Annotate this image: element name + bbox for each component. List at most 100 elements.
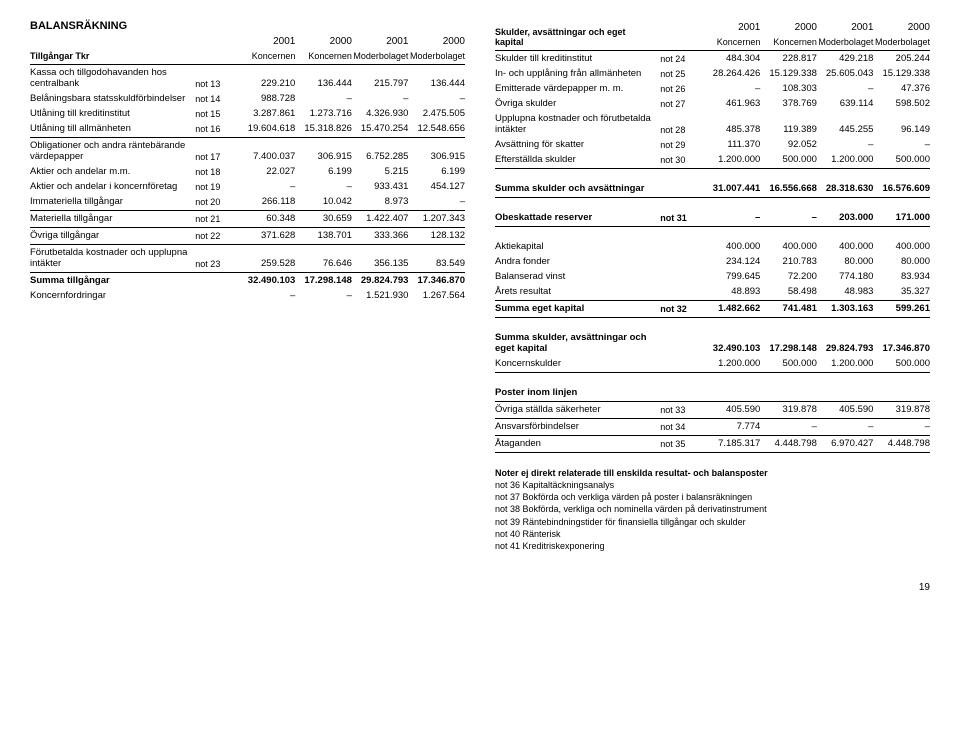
liabilities-table: Skulder, avsättningar och eget kapital 20… xyxy=(495,20,930,453)
row-value: 111.370 xyxy=(704,137,761,152)
col-scope: Moderbolaget xyxy=(817,35,874,49)
row-value: – xyxy=(817,81,874,96)
row-value: 4.326.930 xyxy=(352,106,409,121)
row-value: 48.983 xyxy=(817,284,874,299)
row-label: Aktiekapital xyxy=(495,239,660,254)
row-value: 6.970.427 xyxy=(817,436,874,452)
row-label: Avsättning för skatter xyxy=(495,137,660,152)
row-value: 7.774 xyxy=(704,419,761,435)
row-note: not 25 xyxy=(660,66,704,81)
section-subtitle: Tillgångar Tkr xyxy=(30,34,195,63)
row-value: 15.129.338 xyxy=(873,66,930,81)
row-label: Övriga ställda säkerheter xyxy=(495,402,660,418)
row-value: 108.303 xyxy=(760,81,817,96)
notes-line: not 36 Kapitaltäckningsanalys xyxy=(495,479,930,491)
row-label: Övriga skulder xyxy=(495,96,660,111)
row-value: 306.915 xyxy=(408,138,465,165)
row-value: 17.346.870 xyxy=(873,330,930,356)
section-subtitle: Skulder, avsättningar och eget kapital xyxy=(495,20,660,49)
row-label: Upplupna kostnader och förutbetalda intä… xyxy=(495,111,660,137)
row-value: 58.498 xyxy=(760,284,817,299)
row-label: Immateriella tillgångar xyxy=(30,194,195,209)
col-scope: Koncernen xyxy=(295,49,352,63)
row-note: not 29 xyxy=(660,137,704,152)
row-value: 1.200.000 xyxy=(817,356,874,371)
row-value: 15.470.254 xyxy=(352,121,409,136)
row-value: 484.304 xyxy=(704,51,761,67)
row-note: not 14 xyxy=(195,91,239,106)
row-note xyxy=(660,181,704,196)
row-value: 378.769 xyxy=(760,96,817,111)
row-value: – xyxy=(760,210,817,225)
row-value: 16.576.609 xyxy=(873,181,930,196)
row-value: 203.000 xyxy=(817,210,874,225)
row-value: 210.783 xyxy=(760,254,817,269)
row-value: 400.000 xyxy=(704,239,761,254)
notes-line: not 37 Bokförda och verkliga värden på p… xyxy=(495,491,930,503)
row-label: Aktier och andelar m.m. xyxy=(30,164,195,179)
row-value: 500.000 xyxy=(760,356,817,371)
row-note: not 35 xyxy=(660,436,704,452)
row-value: 8.973 xyxy=(352,194,409,209)
row-note xyxy=(660,269,704,284)
row-note xyxy=(660,239,704,254)
row-value: 599.261 xyxy=(873,301,930,317)
row-value: 1.303.163 xyxy=(817,301,874,317)
row-value: 356.135 xyxy=(352,245,409,272)
row-value: 96.149 xyxy=(873,111,930,137)
row-value: 7.185.317 xyxy=(704,436,761,452)
col-year: 2000 xyxy=(408,34,465,49)
notes-line: not 40 Ränterisk xyxy=(495,528,930,540)
row-value: 30.659 xyxy=(295,211,352,227)
row-value: 31.007.441 xyxy=(704,181,761,196)
row-value: 461.963 xyxy=(704,96,761,111)
row-value: – xyxy=(817,137,874,152)
col-scope: Moderbolaget xyxy=(352,49,409,63)
left-title: BALANSRÄKNING xyxy=(30,20,465,32)
row-label: Summa skulder, avsättningar och eget kap… xyxy=(495,330,660,356)
row-note: not 19 xyxy=(195,179,239,194)
row-value: 80.000 xyxy=(817,254,874,269)
row-value: 1.273.716 xyxy=(295,106,352,121)
col-year: 2001 xyxy=(817,20,874,35)
row-value: – xyxy=(704,81,761,96)
col-year: 2000 xyxy=(873,20,930,35)
row-value: 1.200.000 xyxy=(704,152,761,167)
row-value: 598.502 xyxy=(873,96,930,111)
row-value: 76.646 xyxy=(295,245,352,272)
row-label: Summa tillgångar xyxy=(30,273,195,289)
row-value: – xyxy=(239,179,296,194)
row-value: – xyxy=(873,137,930,152)
row-value: 72.200 xyxy=(760,269,817,284)
row-note xyxy=(195,288,239,303)
row-value: 485.378 xyxy=(704,111,761,137)
row-value: 454.127 xyxy=(408,179,465,194)
notes-line: not 41 Kreditriskexponering xyxy=(495,540,930,552)
row-value: 7.400.037 xyxy=(239,138,296,165)
row-label: In- och upplåning från allmänheten xyxy=(495,66,660,81)
row-value: 6.752.285 xyxy=(352,138,409,165)
row-value: 35.327 xyxy=(873,284,930,299)
row-value: 32.490.103 xyxy=(704,330,761,356)
row-note: not 22 xyxy=(195,228,239,244)
row-label: Skulder till kreditinstitut xyxy=(495,51,660,67)
col-scope: Koncernen xyxy=(760,35,817,49)
row-value: 28.264.426 xyxy=(704,66,761,81)
row-value: 83.934 xyxy=(873,269,930,284)
col-year: 2001 xyxy=(239,34,296,49)
row-note: not 17 xyxy=(195,138,239,165)
row-value: 205.244 xyxy=(873,51,930,67)
col-scope: Koncernen xyxy=(704,35,761,49)
row-value: 1.200.000 xyxy=(704,356,761,371)
row-value: 1.267.564 xyxy=(408,288,465,303)
row-value: 15.129.338 xyxy=(760,66,817,81)
row-value: 4.448.798 xyxy=(760,436,817,452)
row-value: 215.797 xyxy=(352,65,409,92)
row-note: not 23 xyxy=(195,245,239,272)
row-label: Årets resultat xyxy=(495,284,660,299)
row-value: 445.255 xyxy=(817,111,874,137)
row-label: Emitterade värdepapper m. m. xyxy=(495,81,660,96)
row-note: not 26 xyxy=(660,81,704,96)
row-note: not 31 xyxy=(660,210,704,225)
row-label: Utlåning till allmänheten xyxy=(30,121,195,136)
